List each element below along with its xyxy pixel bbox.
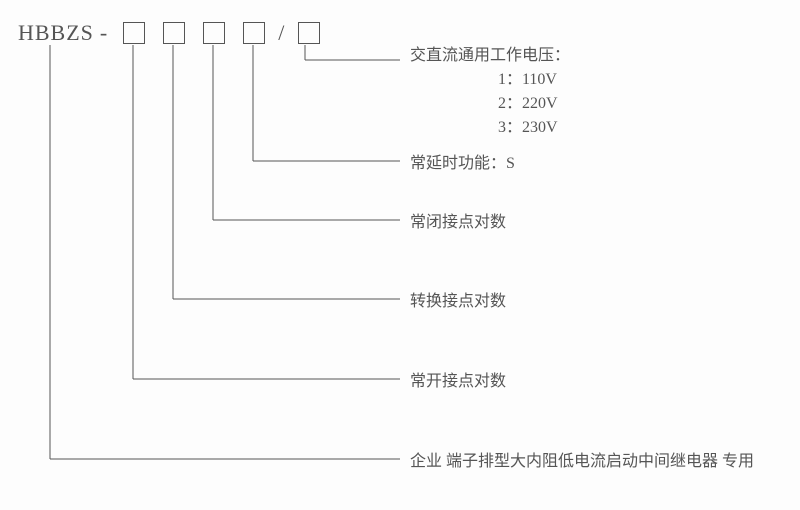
desc-nc-contacts: 常闭接点对数 bbox=[410, 211, 506, 235]
voltage-opt-2: 2：220V bbox=[410, 92, 570, 116]
desc-voltage: 交直流通用工作电压： 1：110V 2：220V 3：230V bbox=[410, 44, 570, 140]
desc-transfer-contacts: 转换接点对数 bbox=[410, 290, 506, 314]
connector-lines bbox=[0, 0, 800, 510]
voltage-opt-3: 3：230V bbox=[410, 116, 570, 140]
voltage-opt-1: 1：110V bbox=[410, 68, 570, 92]
desc-delay: 常延时功能：S bbox=[410, 152, 515, 176]
desc-no-contacts: 常开接点对数 bbox=[410, 370, 506, 394]
voltage-title: 交直流通用工作电压： bbox=[410, 44, 570, 68]
desc-company: 企业 端子排型大内阻低电流启动中间继电器 专用 bbox=[410, 450, 754, 474]
